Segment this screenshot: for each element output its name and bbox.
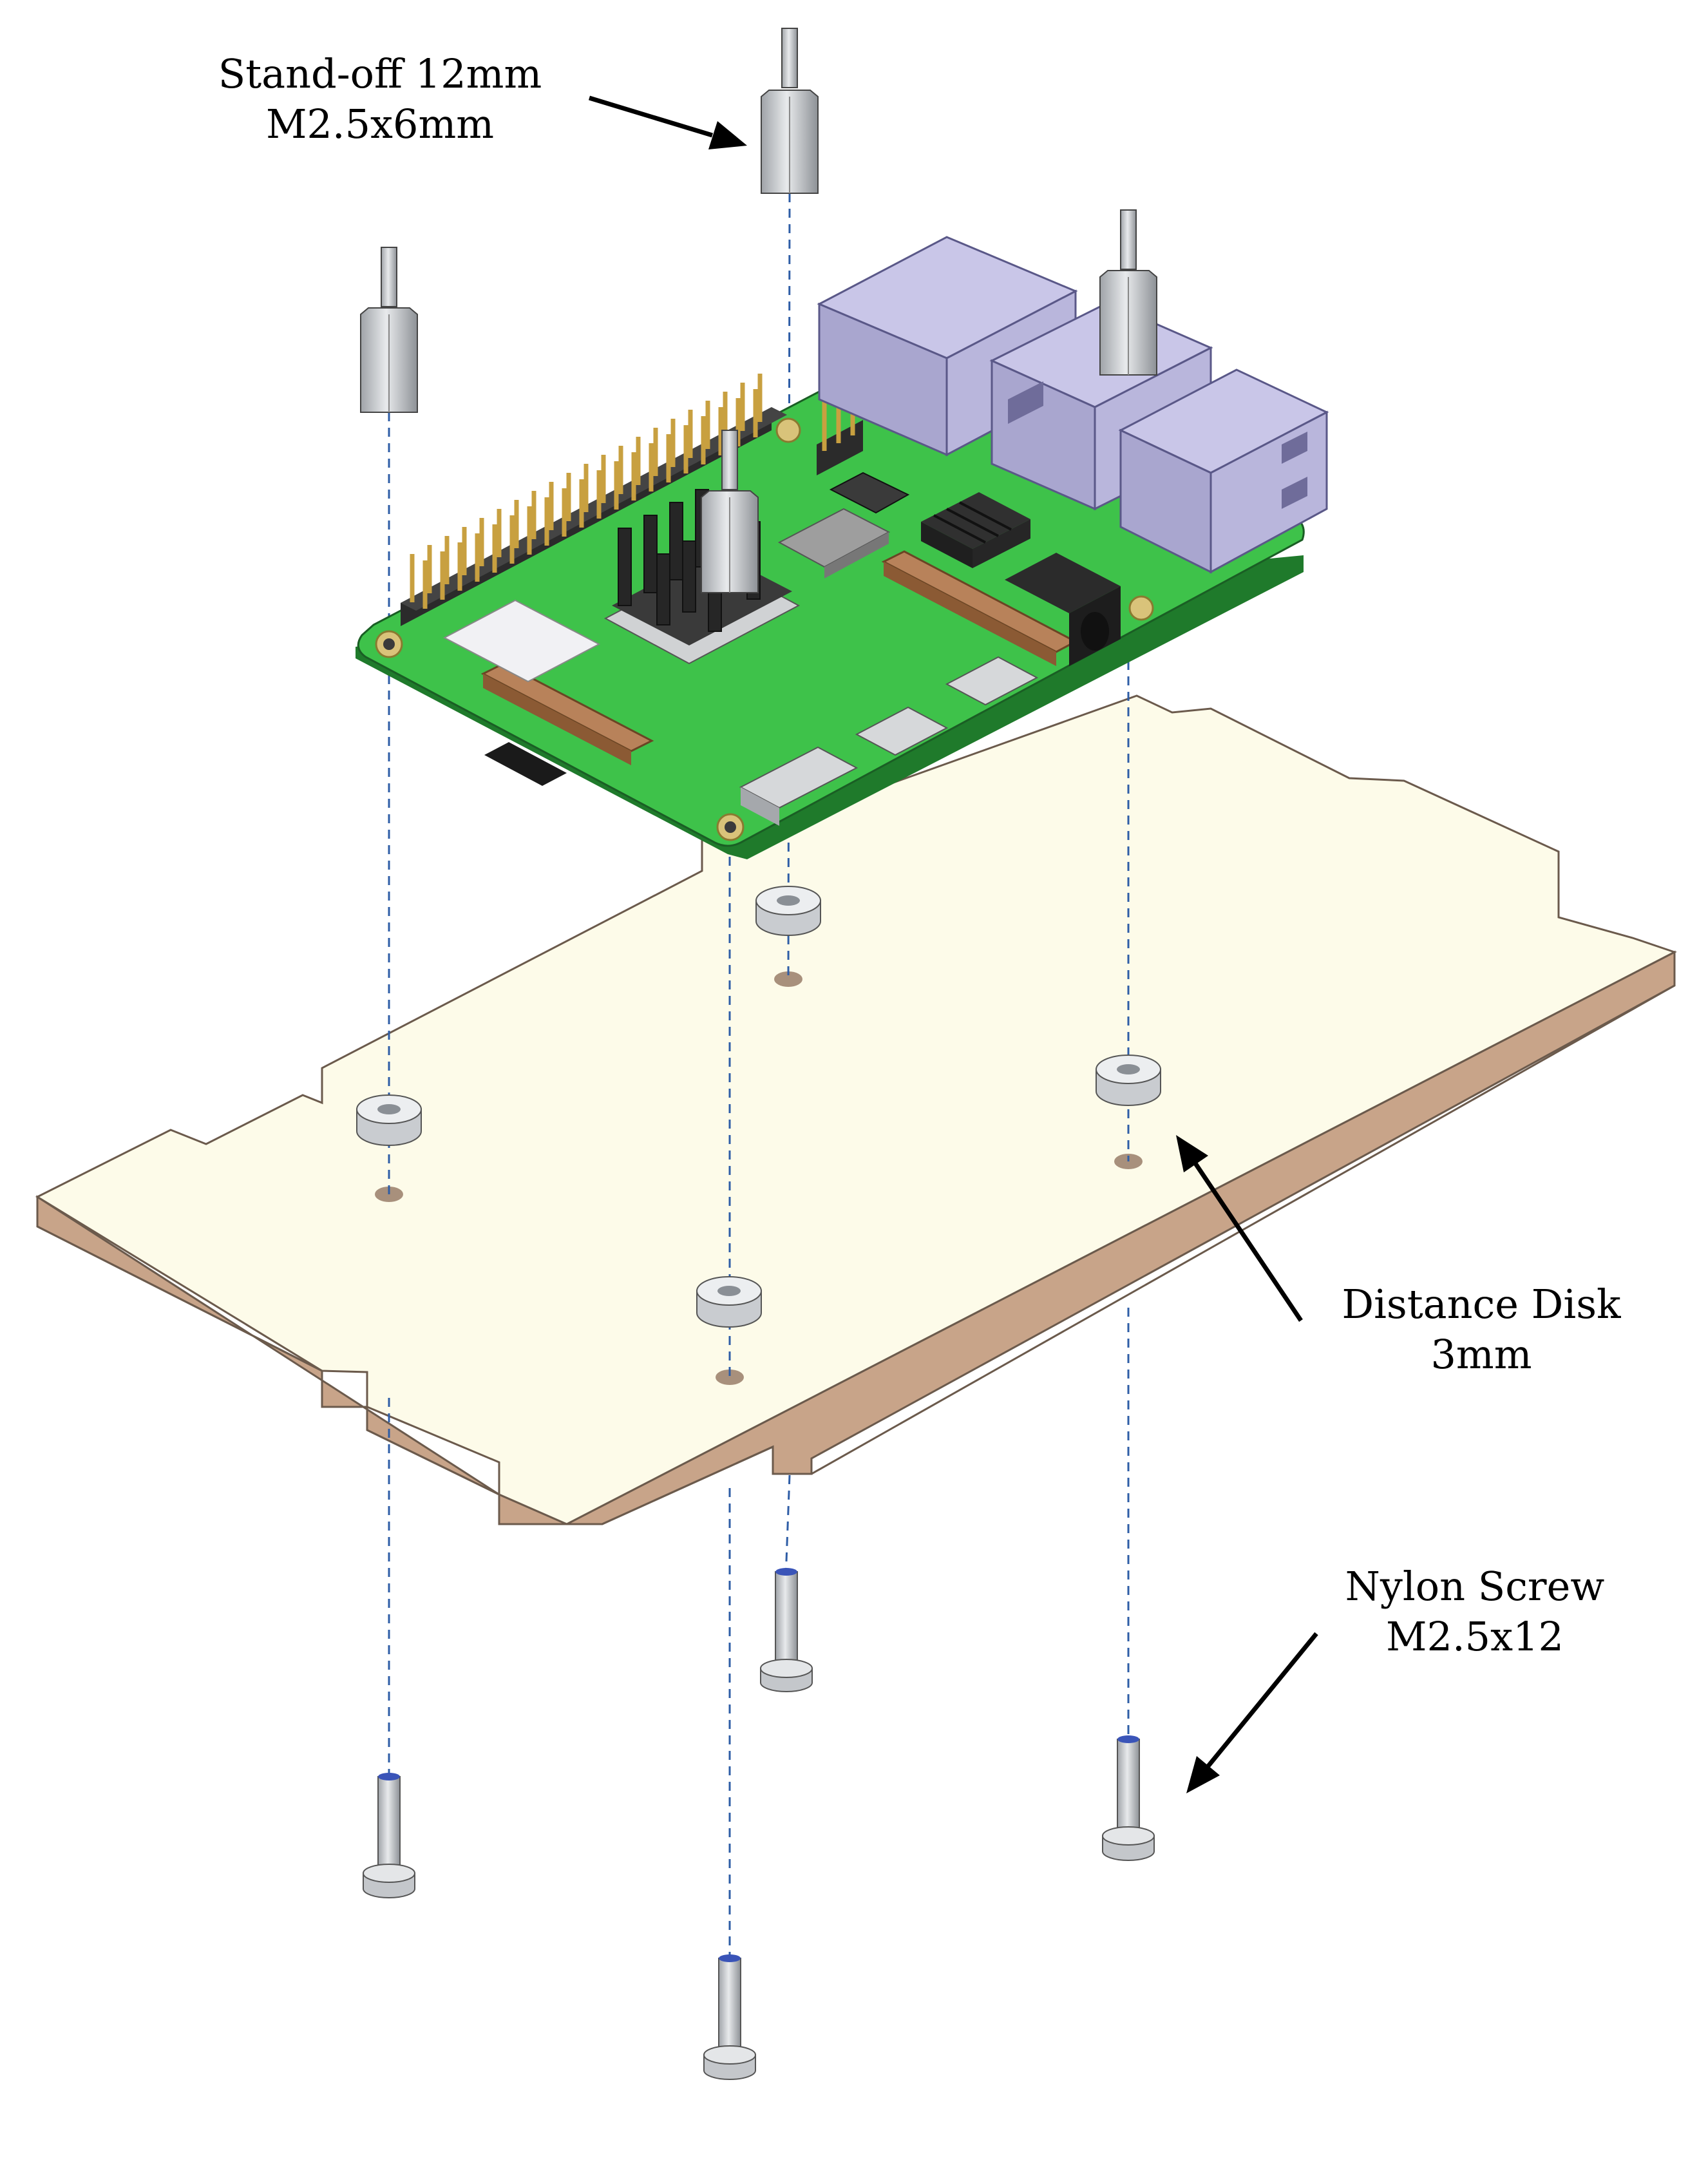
nylon-screw	[1102, 1735, 1155, 1861]
usb-port-stack	[1118, 368, 1329, 574]
usb-c-port	[739, 746, 859, 826]
distance-disk	[755, 886, 821, 936]
nylon-screw	[363, 1773, 415, 1898]
fpc-connector	[480, 550, 1078, 765]
distance-disk	[1096, 1055, 1161, 1106]
plate-hole	[774, 971, 802, 987]
screw-label-line2: M2.5x12	[1386, 1613, 1564, 1660]
plate-hole	[716, 1370, 744, 1385]
standoff-arrow	[588, 95, 747, 149]
standoff	[1099, 209, 1157, 376]
nylon-screw	[703, 1954, 756, 2080]
standoff-label: Stand-off 12mm M2.5x6mm	[213, 49, 547, 149]
axis-line	[784, 1475, 791, 1579]
nylon-screw	[760, 1568, 813, 1692]
standoff	[360, 247, 418, 413]
standoff-label-line1: Stand-off 12mm	[218, 50, 542, 97]
disk-arrow	[1176, 1135, 1303, 1322]
standoff	[701, 430, 759, 593]
disk-label-line2: 3mm	[1430, 1331, 1532, 1378]
ic-chip	[829, 472, 910, 514]
nylon-screws	[363, 1568, 1155, 2080]
disk-label-line1: Distance Disk	[1342, 1281, 1621, 1328]
standoff	[761, 28, 819, 194]
sd-card-slot	[484, 742, 567, 786]
screw-label-line1: Nylon Screw	[1345, 1563, 1605, 1610]
distance-disks	[356, 886, 1161, 1328]
flat-connector	[442, 599, 601, 683]
standoff-label-line2: M2.5x6mm	[265, 100, 495, 148]
screw-label: Nylon Screw M2.5x12	[1307, 1561, 1642, 1662]
pcb-mount-hole	[775, 417, 801, 443]
disk-label: Distance Disk 3mm	[1301, 1279, 1662, 1380]
gpio-header	[401, 374, 787, 626]
small-heatsink	[921, 492, 1030, 568]
standoffs	[360, 28, 1157, 593]
plate-hole	[1114, 1154, 1143, 1169]
callout-arrows	[588, 95, 1318, 1793]
micro-hdmi-port	[855, 656, 1039, 756]
audio-jack	[1005, 553, 1121, 666]
distance-disk	[696, 1276, 762, 1328]
screw-arrow	[1186, 1632, 1318, 1793]
header-pins	[410, 374, 763, 609]
pcb-board	[356, 236, 1329, 859]
distance-disk	[356, 1094, 422, 1146]
pcb-mount-hole	[1128, 595, 1154, 621]
base-plate	[35, 694, 1677, 1525]
base-plate-top	[35, 694, 1677, 1525]
